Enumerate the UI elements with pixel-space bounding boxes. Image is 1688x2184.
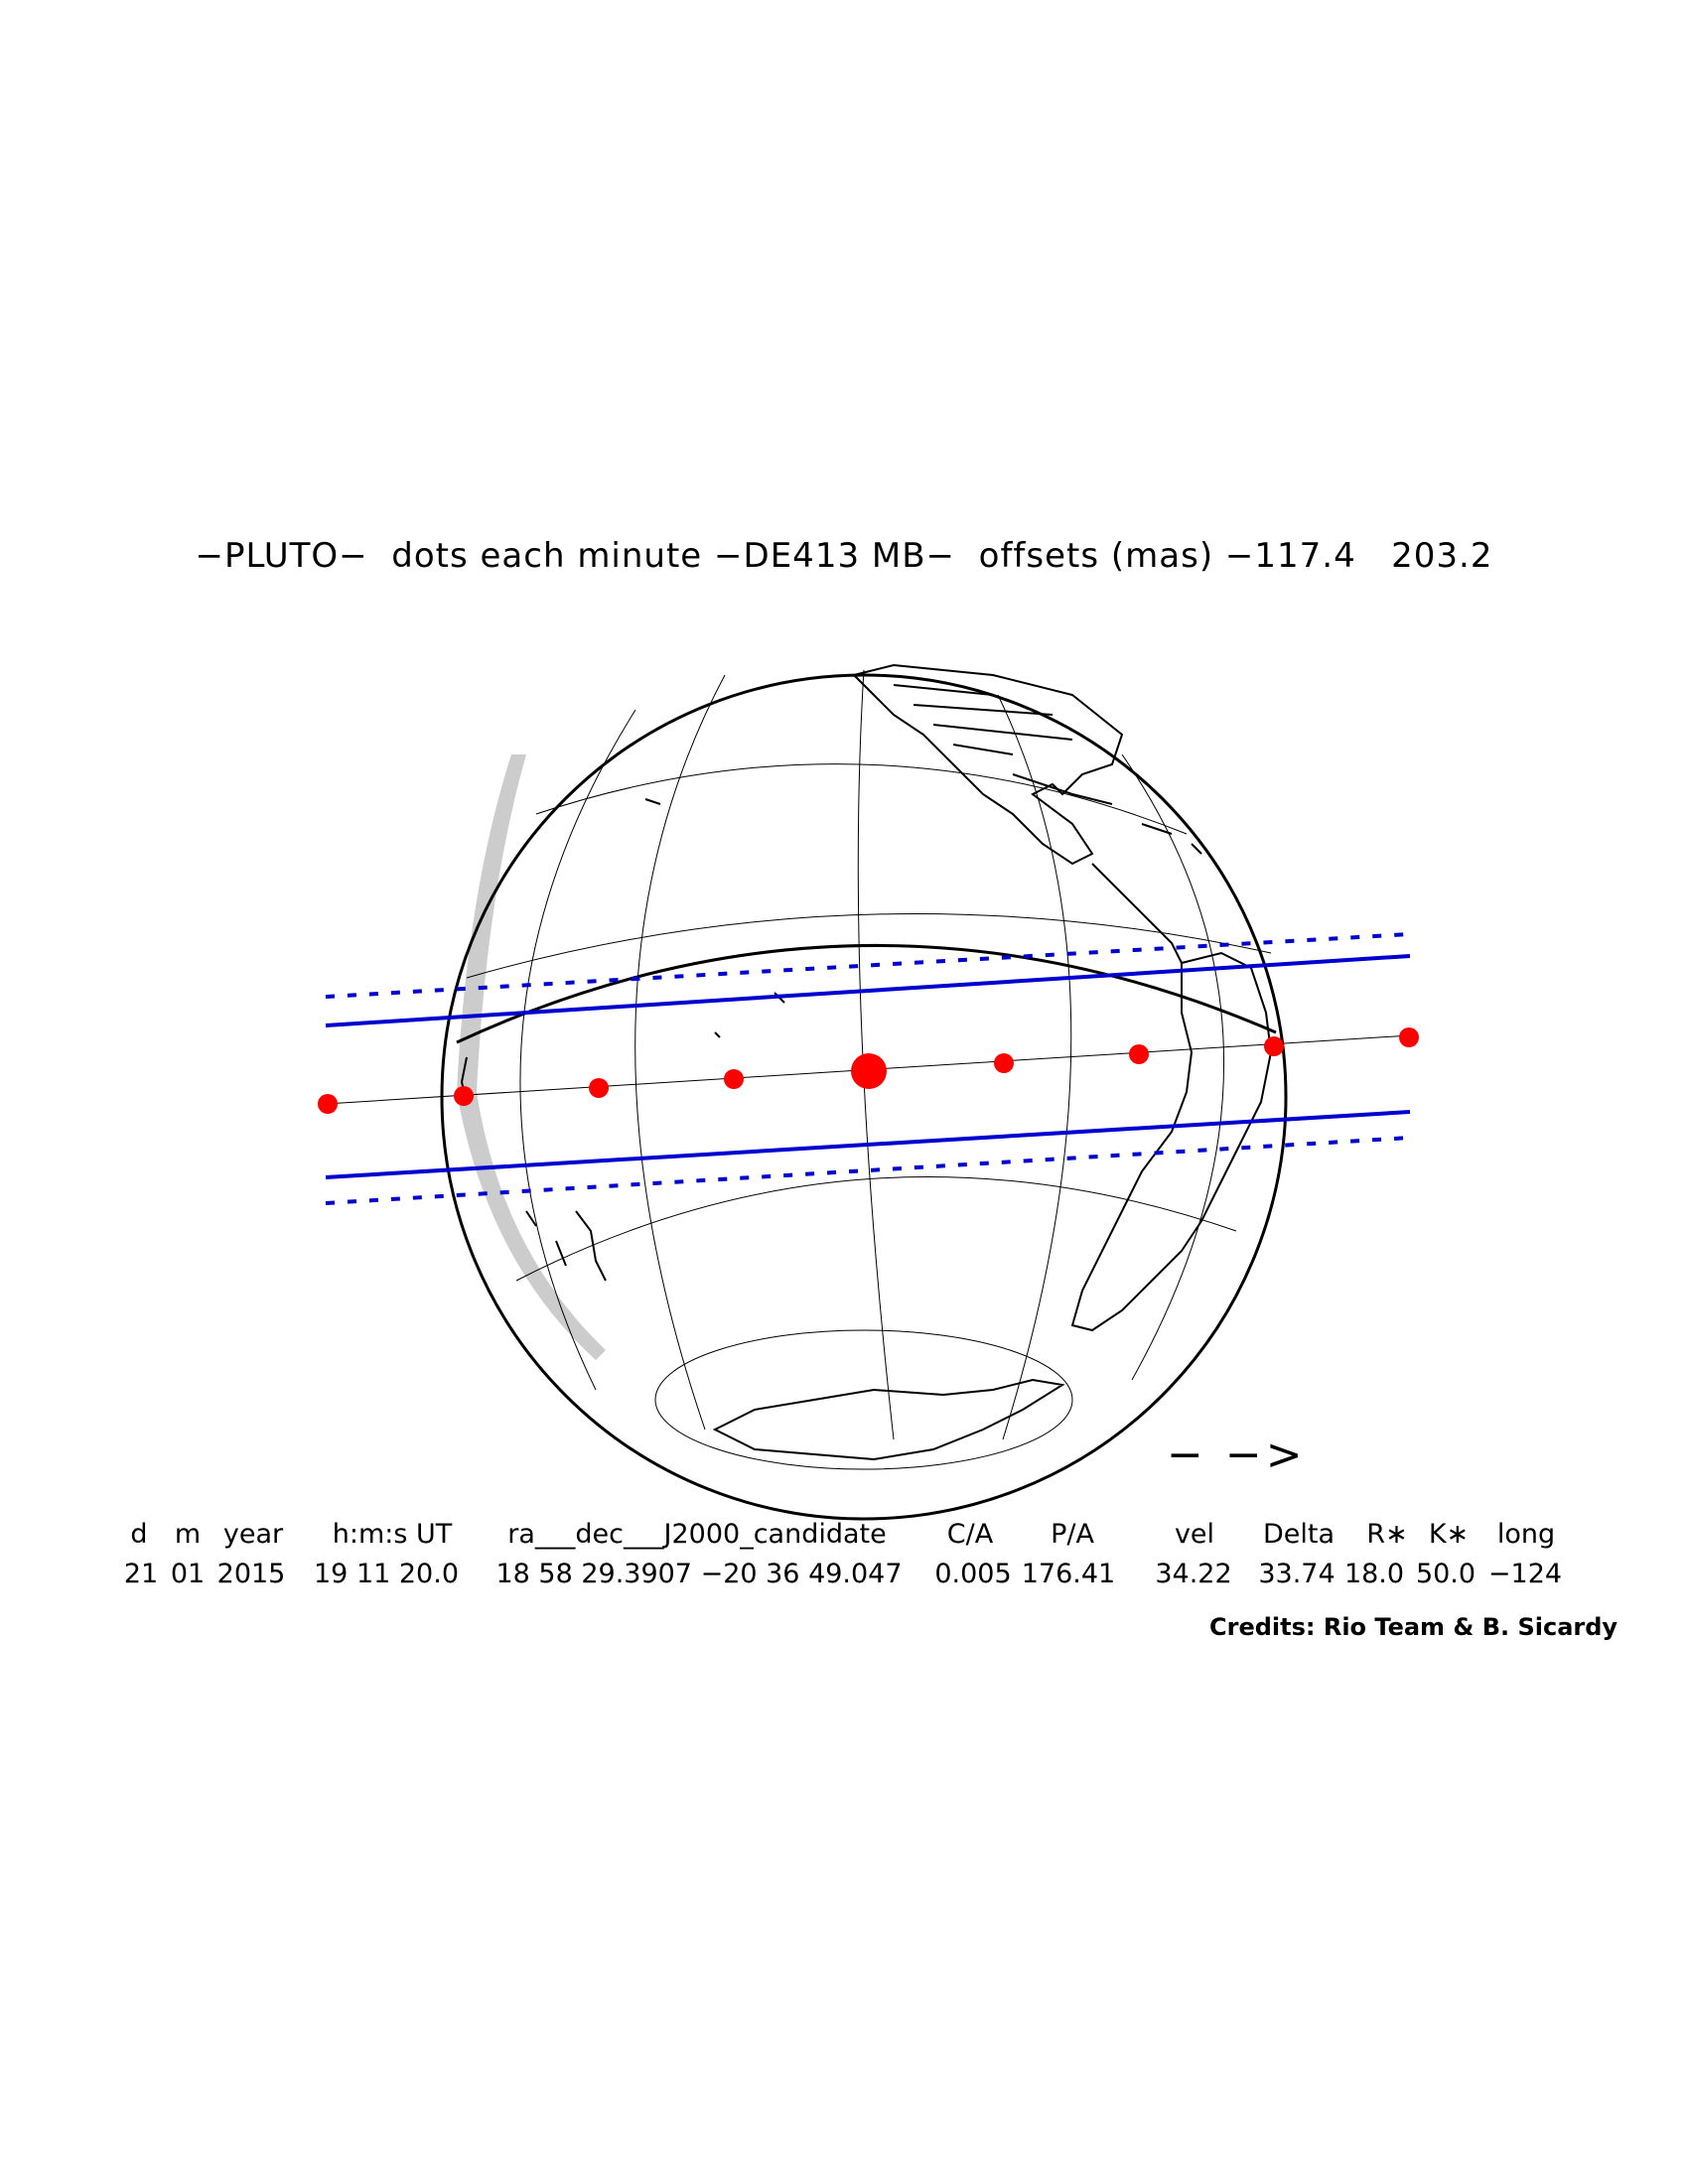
centerline-dot-main — [851, 1053, 887, 1089]
night-shade — [457, 754, 606, 1360]
value-hms: 19 11 20.0 — [314, 1559, 459, 1589]
header-row: d m year h:m:s UT ra___dec___J2000_candi… — [0, 1519, 1688, 1919]
credits: Credits: Rio Team & B. Sicardy — [1209, 1613, 1618, 1641]
label-kstar: K∗ — [1428, 1519, 1470, 1550]
value-d: 21 — [123, 1559, 159, 1589]
centerline-dot — [1399, 1027, 1419, 1047]
value-kstar: 50.0 — [1415, 1559, 1477, 1589]
value-delta: 33.74 — [1258, 1559, 1336, 1589]
label-rstar: R∗ — [1366, 1519, 1408, 1550]
label-m: m — [174, 1519, 202, 1550]
label-d: d — [130, 1519, 148, 1550]
value-pa: 176.41 — [1021, 1559, 1116, 1589]
value-radec: 18 58 29.3907 −20 36 49.047 — [495, 1559, 903, 1589]
value-long: −124 — [1487, 1559, 1563, 1589]
motion-direction-arrow: − −> — [1167, 1430, 1307, 1480]
new-zealand-coast — [555, 1210, 607, 1282]
label-vel: vel — [1174, 1519, 1215, 1550]
value-m: 01 — [170, 1559, 206, 1589]
values-row: 21 01 2015 19 11 20.0 18 58 29.3907 −20 … — [0, 1559, 1688, 1959]
centerline-dot — [1129, 1044, 1149, 1064]
centerline-dot — [318, 1094, 338, 1114]
label-long: long — [1496, 1519, 1556, 1550]
centerline-dot — [724, 1069, 744, 1089]
label-ca: C/A — [946, 1519, 994, 1550]
centerline-dot — [1264, 1036, 1284, 1056]
centerline-dot — [994, 1053, 1014, 1073]
value-ca: 0.005 — [934, 1559, 1012, 1589]
parallels — [466, 763, 1272, 1470]
chart-title: −PLUTO− dots each minute −DE413 MB− offs… — [195, 536, 1493, 576]
label-pa: P/A — [1051, 1519, 1094, 1550]
label-radec: ra___dec___J2000_candidate — [507, 1519, 887, 1550]
shadow-limits-dotted — [325, 932, 1411, 1205]
centerline-dot — [454, 1086, 474, 1106]
label-hms: h:m:s UT — [332, 1519, 453, 1550]
label-delta: Delta — [1262, 1519, 1336, 1550]
centerline-dot — [589, 1078, 609, 1098]
central-america-coast — [1091, 863, 1183, 964]
equator — [456, 944, 1277, 1044]
shadow-limits-solid — [325, 954, 1411, 1179]
value-rstar: 18.0 — [1343, 1559, 1405, 1589]
label-year: year — [222, 1519, 284, 1550]
south-america-coast — [1070, 951, 1273, 1332]
centerline-dots — [318, 1027, 1419, 1114]
value-year: 2015 — [216, 1559, 286, 1589]
north-america-coast — [852, 663, 1124, 866]
coastlines — [460, 663, 1273, 1461]
value-vel: 34.22 — [1155, 1559, 1232, 1589]
antarctica-coast — [712, 1378, 1065, 1461]
